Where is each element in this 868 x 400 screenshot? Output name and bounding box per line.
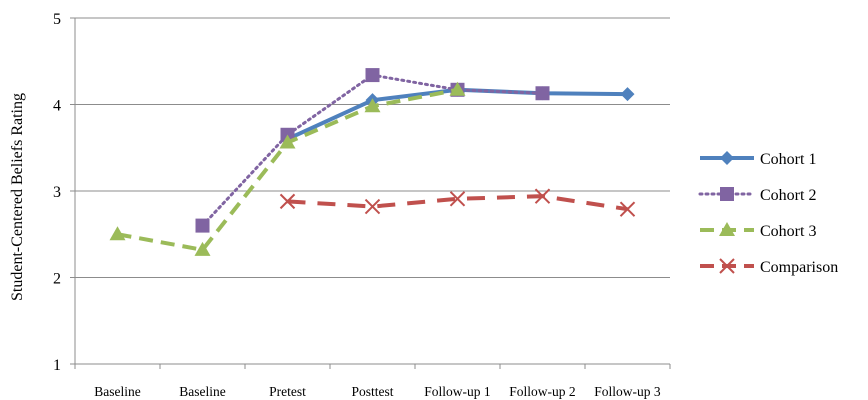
data-point: [535, 86, 550, 101]
data-point: [364, 198, 381, 215]
legend-item[interactable]: Comparison: [700, 258, 838, 276]
axes: [70, 17, 671, 369]
y-tick-label: 5: [53, 11, 61, 28]
legend-label: Cohort 1: [760, 151, 816, 168]
legend-item[interactable]: Cohort 2: [698, 187, 816, 204]
y-tick-label: 3: [53, 184, 61, 201]
data-point: [279, 193, 296, 210]
y-axis-label: Student-Centered Beliefs Rating: [9, 93, 26, 301]
y-tick-labels: 1 2 3 4 5: [53, 11, 61, 374]
data-point: [364, 98, 381, 113]
series-cohort-2: [195, 68, 550, 233]
data-point: [195, 218, 210, 233]
x-tick-label: Pretest: [269, 384, 306, 399]
x-tick-labels: Baseline Baseline Pretest Posttest Follow-up…: [94, 384, 661, 399]
series-line: [117, 87, 458, 253]
grid-lines: [75, 17, 670, 278]
series-line: [287, 194, 628, 212]
data-point: [534, 188, 551, 204]
legend-label: Cohort 3: [760, 223, 816, 240]
x-tick-label: Baseline: [179, 384, 226, 399]
x-tick-label: Posttest: [351, 384, 393, 399]
legend-label: Cohort 2: [760, 187, 816, 204]
x-tick-label: Baseline: [94, 384, 141, 399]
data-point: [619, 201, 636, 217]
series-comparison: [279, 188, 636, 217]
data-point: [620, 87, 635, 102]
series: [109, 68, 636, 256]
data-point: [279, 134, 296, 149]
legend[interactable]: Cohort 1 Cohort 2 Cohort 3 Comparison: [698, 151, 838, 276]
legend-item[interactable]: Cohort 1: [700, 151, 816, 168]
x-tick-label: Follow-up 1: [424, 384, 490, 399]
data-point: [194, 241, 211, 256]
series-cohort-3: [109, 81, 466, 256]
y-tick-label: 2: [53, 271, 61, 288]
legend-marker: [719, 222, 735, 236]
data-point: [109, 226, 126, 241]
x-tick-label: Follow-up 3: [594, 384, 661, 399]
legend-label: Comparison: [760, 259, 838, 276]
y-tick-label: 1: [53, 357, 61, 374]
data-point: [449, 81, 466, 96]
legend-marker: [719, 258, 735, 274]
legend-item[interactable]: Cohort 3: [700, 222, 816, 240]
x-tick-label: Follow-up 2: [509, 384, 575, 399]
data-point: [449, 191, 466, 207]
y-tick-label: 4: [53, 98, 61, 115]
data-point: [365, 68, 380, 83]
legend-marker: [720, 187, 734, 201]
legend-marker: [720, 151, 734, 165]
